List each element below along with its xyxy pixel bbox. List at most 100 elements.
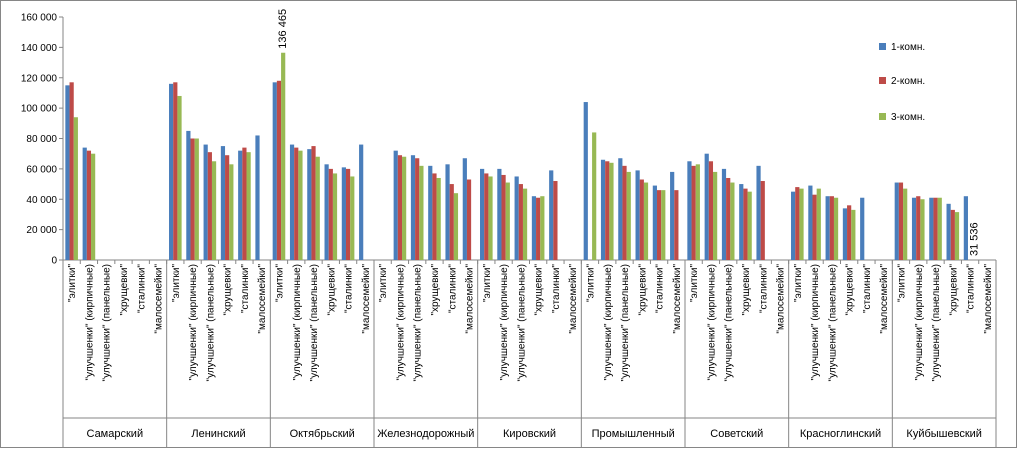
bar [911,197,917,260]
category-label: "улучшенки" (кирпичные) [188,264,199,380]
bar [963,196,968,260]
category-label: "малосемейки" [568,264,579,334]
bar [829,196,834,260]
category-label: "элитки" [482,264,493,302]
category-label: "сталинки" [655,264,666,313]
bar [453,193,459,260]
category-label: "улучшенки" (кирпичные) [395,264,406,380]
category-label: "улучшенки" (кирпичные) [810,264,821,380]
bar [173,82,178,260]
category-label: "сталинки" [862,264,873,313]
bar [851,209,856,260]
category-label: "сталинки" [447,264,458,313]
group-label: Самарский [87,428,144,440]
bar [592,132,597,260]
bar [402,156,407,260]
bar [536,197,541,260]
bar [954,212,960,260]
bar [661,190,666,260]
category-label: "малосемейки" [983,264,994,334]
bar [946,203,951,260]
category-label: "малосемейки" [465,264,476,334]
y-tick-label: 0 [51,256,57,267]
bar [739,184,744,260]
category-label: "улучшенки" (кирпичные) [914,264,925,380]
category-label: "улучшенки" (кирпичные) [292,264,303,380]
category-label: "хрущевки" [948,264,959,316]
bar [635,170,640,260]
category-label: "элитки" [275,264,286,302]
bar [449,184,454,260]
bar [713,171,718,260]
category-label: "хрущевки" [534,264,545,316]
bar [791,191,796,260]
bar [894,182,899,260]
bar [695,164,700,260]
bar [484,173,489,260]
bar [315,156,320,260]
bar [242,147,247,260]
category-label: "малосемейки" [672,264,683,334]
bar [211,161,217,260]
category-label: "хрущевки" [845,264,856,316]
bar [708,161,714,260]
bar [311,146,316,260]
bar [86,150,92,260]
bar [622,165,627,260]
y-tick-label: 140 000 [21,43,58,54]
y-tick-label: 80 000 [26,134,57,145]
bar [190,138,195,260]
bar [726,177,731,260]
bar [583,102,588,260]
bar [950,209,955,260]
bar [514,176,519,260]
bar [687,161,692,260]
bar [229,164,234,260]
bar [177,95,182,260]
bar [618,158,623,260]
bar [207,152,212,260]
bar [721,168,727,261]
category-label: "элитки" [67,264,78,302]
bar [540,196,545,260]
category-label: "хрущевки" [637,264,648,316]
bar [328,168,333,261]
y-tick-label: 100 000 [21,104,58,115]
bar [501,174,506,260]
y-tick-label: 160 000 [21,13,58,24]
category-label: "элитки" [689,264,700,302]
bar [605,161,610,260]
category-label: "улучшенки" (панельные) [413,264,424,381]
bar [194,138,199,260]
category-label: "малосемейки" [154,264,165,334]
bar [246,152,251,260]
group-label: Октябрьский [290,428,355,440]
bar [933,197,938,260]
bar [670,171,675,260]
y-tick-label: 60 000 [26,164,57,175]
bar [730,182,735,260]
category-label: "хрущевки" [326,264,337,316]
bar [553,181,558,260]
bar [462,158,467,260]
bar [747,191,752,260]
category-label: "улучшенки" (панельные) [724,264,735,381]
category-label: "улучшенки" (панельные) [309,264,320,381]
bar [842,208,848,260]
bar [488,176,493,260]
bar [674,190,679,260]
category-label: "малосемейки" [361,264,372,334]
legend-swatch [879,113,886,120]
category-label: "улучшенки" (панельные) [516,264,527,381]
bar [428,165,433,260]
category-label: "улучшенки" (кирпичные) [603,264,614,380]
legend-label: 3-комн. [891,112,925,123]
legend-swatch [879,77,886,84]
bar [929,197,934,260]
bar [445,164,450,260]
bar [294,147,299,260]
category-label: "сталинки" [240,264,251,313]
category-label: "хрущевки" [741,264,752,316]
